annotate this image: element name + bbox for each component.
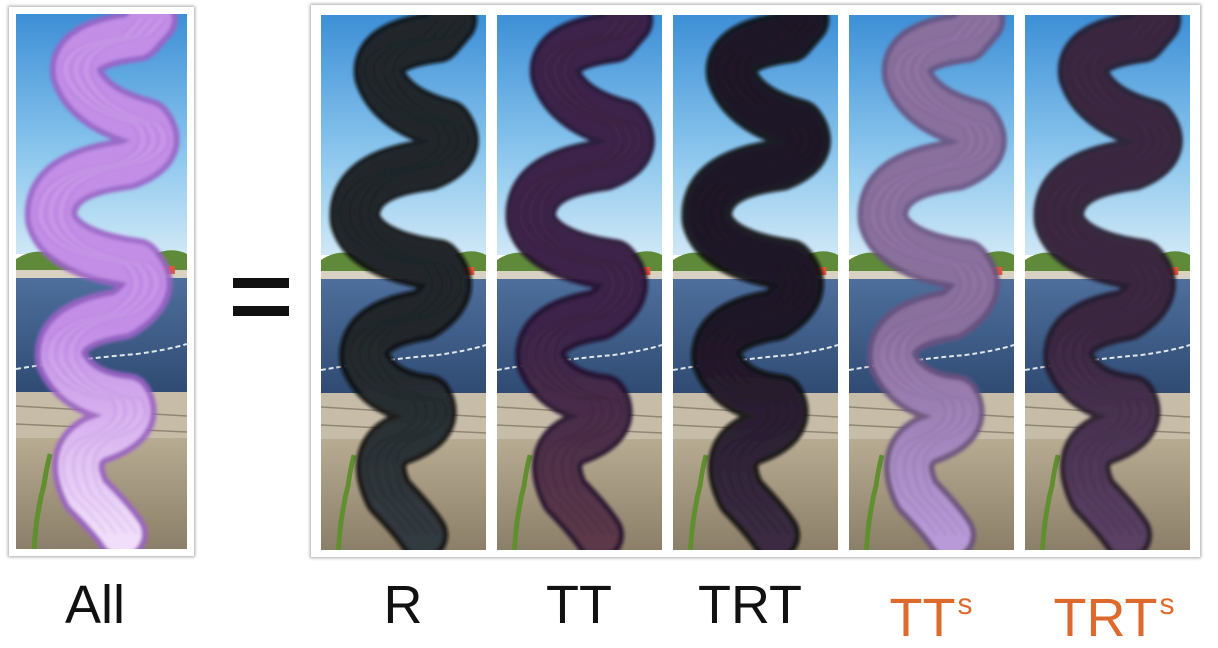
hair-render-r	[321, 15, 486, 550]
hair-scene-tt	[497, 15, 662, 550]
hair-scene-all	[16, 14, 187, 549]
equals-bar-bottom	[233, 306, 289, 316]
label-tts: TTs	[866, 575, 996, 648]
label-trts: TRTs	[1034, 575, 1194, 648]
hair-render-all	[16, 14, 187, 549]
label-trts-superscript: s	[1159, 588, 1175, 621]
hair-render-trts	[1025, 15, 1190, 550]
hair-scene-trt	[673, 15, 838, 550]
equals-bar-top	[233, 278, 289, 288]
hair-render-tt	[497, 15, 662, 550]
label-all: All	[35, 575, 155, 635]
label-all-text: All	[64, 575, 125, 635]
label-trt-text: TRT	[698, 575, 802, 635]
all-component-frame	[9, 7, 194, 556]
hair-render-trt	[673, 15, 838, 550]
hair-scene-r	[321, 15, 486, 550]
components-frame	[311, 5, 1200, 557]
hair-scene-tts	[849, 15, 1014, 550]
label-trts-text: TRT	[1053, 588, 1158, 648]
label-tt-text: TT	[546, 575, 612, 635]
label-r: R	[343, 575, 463, 635]
equals-sign	[233, 278, 289, 316]
label-r-text: R	[383, 575, 423, 635]
label-trt: TRT	[680, 575, 820, 635]
label-tts-superscript: s	[957, 588, 973, 621]
hair-render-tts	[849, 15, 1014, 550]
label-tts-text: TT	[889, 588, 956, 648]
hair-scene-trts	[1025, 15, 1190, 550]
label-tt: TT	[519, 575, 639, 635]
